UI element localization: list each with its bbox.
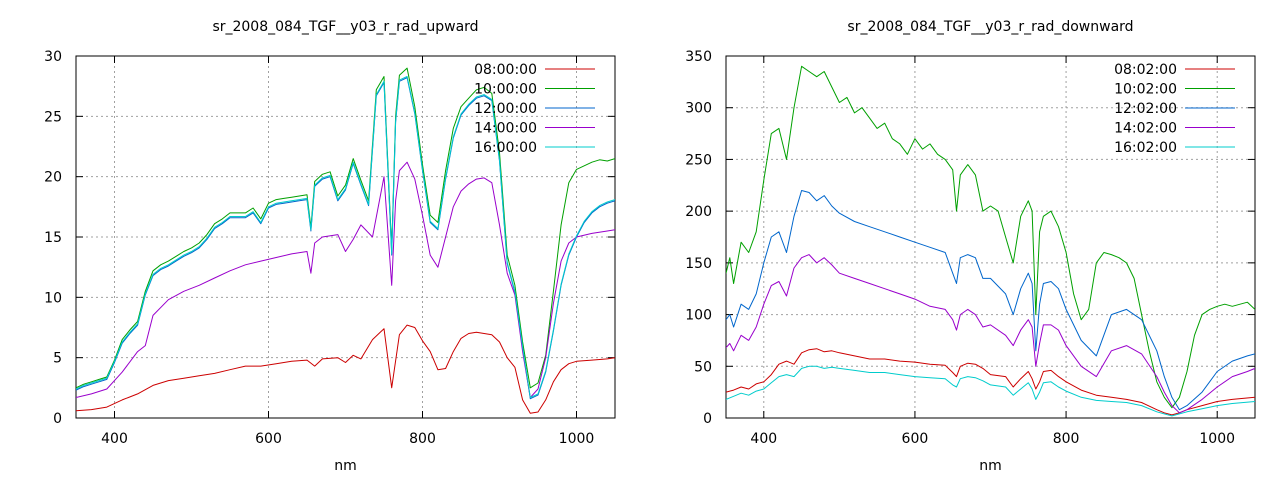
chart-upward: sr_2008_084_TGF__y03_r_rad_upward nm 400… <box>44 19 616 474</box>
y-tick-label: 250 <box>685 152 712 168</box>
x-tick-label: 1000 <box>559 431 595 447</box>
legend-label: 14:00:00 <box>474 121 537 137</box>
y-tick-label: 100 <box>685 308 712 324</box>
x-tick-label: 400 <box>750 431 777 447</box>
y-tick-label: 20 <box>44 170 62 186</box>
x-tick-label: 800 <box>409 431 436 447</box>
x-tick-label: 1000 <box>1199 431 1235 447</box>
y-tick-label: 25 <box>44 109 62 125</box>
y-tick-label: 10 <box>44 290 62 306</box>
series-line-100000 <box>76 67 615 389</box>
series-line-160000 <box>76 76 615 398</box>
y-tick-label: 15 <box>44 230 62 246</box>
y-tick-label: 50 <box>694 359 712 375</box>
series-line-160200 <box>726 365 1255 417</box>
y-tick-label: 5 <box>53 351 62 367</box>
legend-label: 16:02:00 <box>1114 140 1177 156</box>
x-axis-label: nm <box>979 458 1002 474</box>
legend-label: 08:02:00 <box>1114 62 1177 78</box>
plot-frame <box>725 55 1256 419</box>
series-line-080000 <box>76 324 615 414</box>
series-line-120200 <box>726 190 1255 411</box>
legend-label: 10:00:00 <box>474 82 537 98</box>
y-tick-label: 0 <box>53 411 62 427</box>
legend-label: 10:02:00 <box>1114 82 1177 98</box>
legend-label: 08:00:00 <box>474 62 537 78</box>
x-axis-label: nm <box>334 458 357 474</box>
chart-downward: sr_2008_084_TGF__y03_r_rad_downward nm 4… <box>685 19 1256 474</box>
chart-title: sr_2008_084_TGF__y03_r_rad_downward <box>847 19 1133 35</box>
y-tick-label: 200 <box>685 204 712 220</box>
y-tick-label: 300 <box>685 101 712 117</box>
series-line-080200 <box>726 348 1255 416</box>
series-line-100200 <box>726 65 1255 409</box>
y-tick-label: 0 <box>703 411 712 427</box>
y-tick-label: 30 <box>44 49 62 65</box>
chart-title: sr_2008_084_TGF__y03_r_rad_upward <box>212 19 478 35</box>
series-line-140200 <box>726 254 1255 414</box>
y-tick-label: 350 <box>685 49 712 65</box>
legend-label: 16:00:00 <box>474 140 537 156</box>
x-tick-label: 400 <box>101 431 128 447</box>
x-tick-label: 800 <box>1053 431 1080 447</box>
x-tick-label: 600 <box>255 431 282 447</box>
y-tick-label: 150 <box>685 256 712 272</box>
legend-label: 14:02:00 <box>1114 121 1177 137</box>
x-tick-label: 600 <box>902 431 929 447</box>
legend-label: 12:00:00 <box>474 101 537 117</box>
legend-label: 12:02:00 <box>1114 101 1177 117</box>
